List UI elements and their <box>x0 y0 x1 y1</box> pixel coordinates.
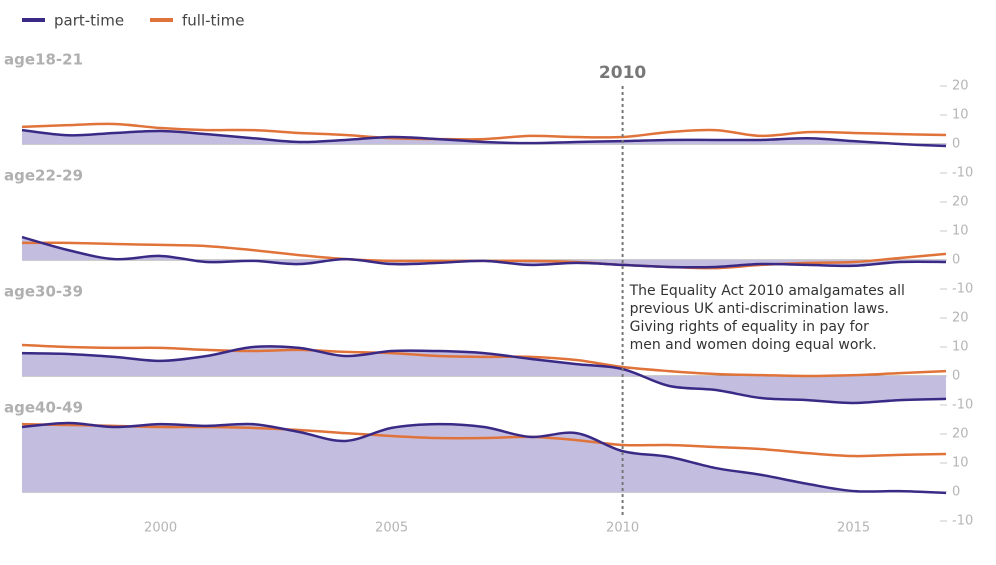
line <box>21 422 947 458</box>
panel-title: age18-21 <box>4 51 83 69</box>
line <box>21 345 947 405</box>
y-tick-label: 0 <box>952 253 960 268</box>
legend-label: full-time <box>182 12 244 30</box>
y-tick-label: -10 <box>952 282 973 297</box>
area <box>22 130 946 147</box>
annotation-text: Giving rights of equality in pay for <box>630 319 870 335</box>
y-tick-label: 0 <box>952 369 960 384</box>
area <box>22 346 946 403</box>
line <box>21 128 947 148</box>
line <box>21 343 947 378</box>
x-tick-label: 2005 <box>375 521 408 536</box>
legend-label: part-time <box>54 12 124 30</box>
x-tick-label: 2010 <box>606 521 639 536</box>
y-tick-label: -10 <box>952 166 973 181</box>
y-tick-label: 20 <box>952 311 969 326</box>
y-tick-label: 10 <box>952 224 969 239</box>
y-tick-label: 10 <box>952 340 969 355</box>
annotation-text: The Equality Act 2010 amalgamates all <box>629 283 905 299</box>
line <box>21 122 947 141</box>
x-tick-label: 2015 <box>837 521 870 536</box>
annotation-label: 2010 <box>599 63 646 83</box>
annotation-text: previous UK anti-discrimination laws. <box>630 301 889 317</box>
panel-title: age30-39 <box>4 283 83 301</box>
panel-title: age40-49 <box>4 399 83 417</box>
line <box>21 235 947 269</box>
area <box>22 237 946 268</box>
area <box>22 422 946 493</box>
y-tick-label: 0 <box>952 485 960 500</box>
y-tick-label: 20 <box>952 195 969 210</box>
y-tick-label: -10 <box>952 398 973 413</box>
annotation-text: men and women doing equal work. <box>630 337 877 353</box>
y-tick-label: 10 <box>952 108 969 123</box>
y-tick-label: 0 <box>952 137 960 152</box>
line <box>21 421 947 495</box>
y-tick-label: -10 <box>952 514 973 529</box>
y-tick-label: 20 <box>952 427 969 442</box>
y-tick-label: 20 <box>952 79 969 94</box>
panel-title: age22-29 <box>4 167 83 185</box>
y-tick-label: 10 <box>952 456 969 471</box>
x-tick-label: 2000 <box>144 521 177 536</box>
